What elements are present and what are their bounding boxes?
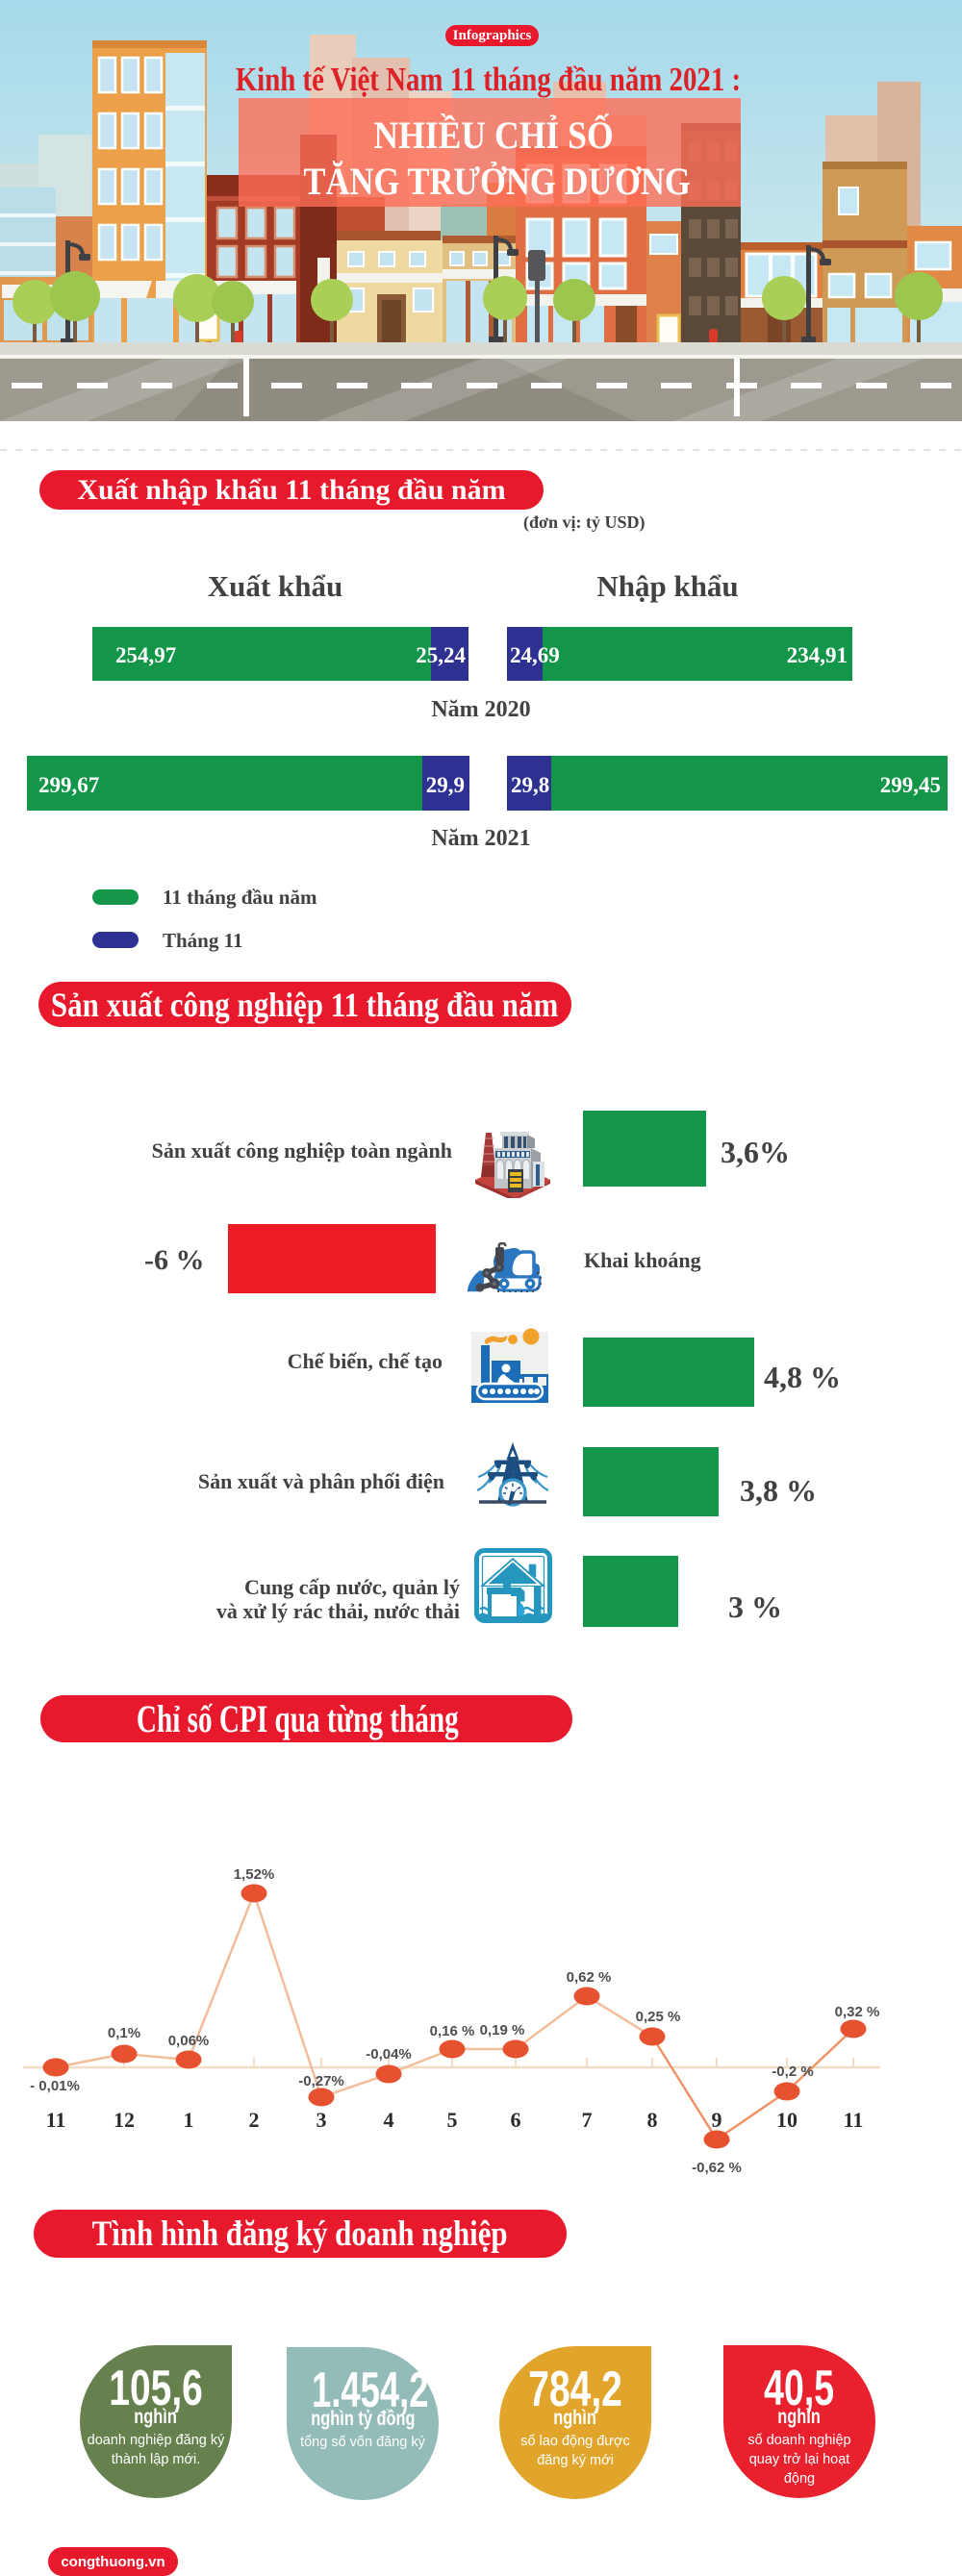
svg-text:- 0,01%: - 0,01%	[30, 2078, 80, 2094]
svg-text:-0,27%: -0,27%	[298, 2073, 344, 2089]
svg-text:6: 6	[511, 2108, 521, 2132]
svg-text:0,16 %: 0,16 %	[430, 2023, 475, 2039]
svg-text:11: 11	[46, 2108, 66, 2132]
svg-text:-0,2 %: -0,2 %	[772, 2063, 813, 2080]
svg-text:4: 4	[384, 2108, 394, 2132]
svg-text:8: 8	[647, 2108, 658, 2132]
svg-text:2: 2	[249, 2108, 260, 2132]
svg-text:0,62 %: 0,62 %	[567, 1969, 612, 1986]
svg-text:10: 10	[776, 2108, 797, 2132]
svg-text:0,25 %: 0,25 %	[636, 2009, 681, 2025]
svg-text:1,52%: 1,52%	[234, 1866, 275, 1883]
svg-text:3: 3	[316, 2108, 327, 2132]
svg-text:5: 5	[447, 2108, 458, 2132]
svg-text:0,06%: 0,06%	[168, 2033, 210, 2049]
svg-text:11: 11	[844, 2108, 864, 2132]
svg-text:0,19 %: 0,19 %	[480, 2022, 525, 2038]
svg-text:-0,62 %: -0,62 %	[692, 2160, 742, 2176]
svg-text:-0,04%: -0,04%	[366, 2046, 412, 2063]
svg-text:1: 1	[184, 2108, 194, 2132]
svg-text:7: 7	[582, 2108, 593, 2132]
svg-text:9: 9	[712, 2108, 722, 2132]
svg-text:0,1%: 0,1%	[108, 2025, 140, 2041]
svg-text:12: 12	[114, 2108, 135, 2132]
svg-text:0,32 %: 0,32 %	[835, 2004, 880, 2020]
